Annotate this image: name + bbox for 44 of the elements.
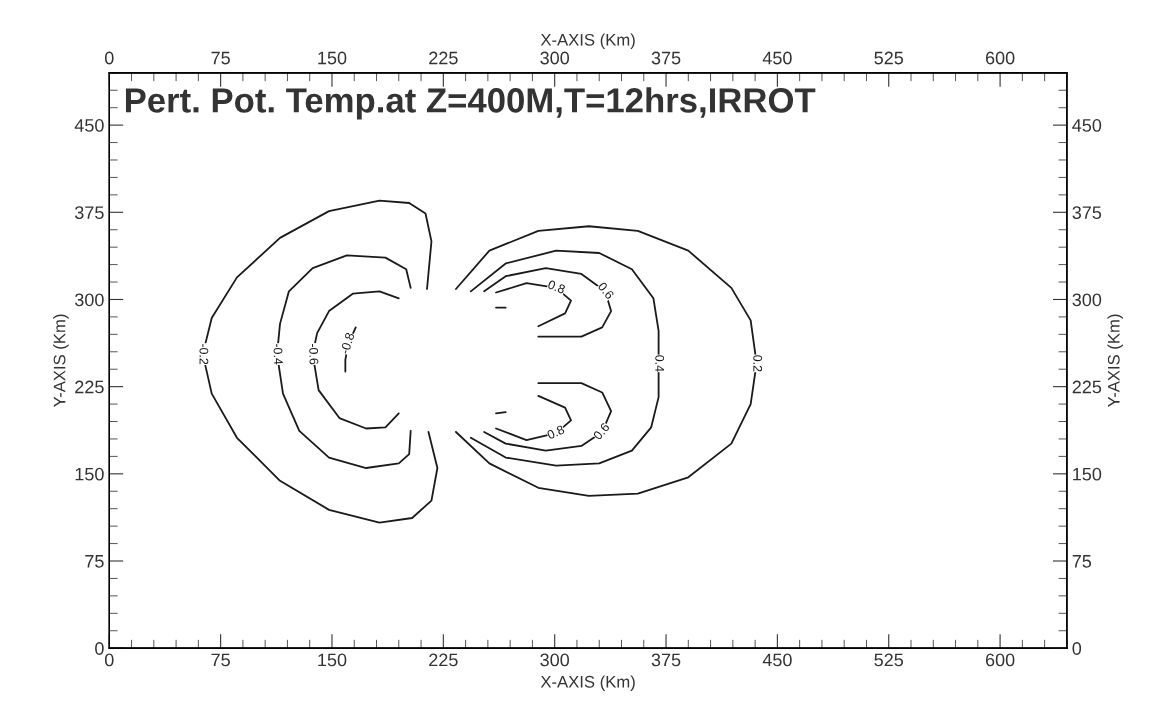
annotation: -0.8: [339, 332, 355, 355]
x2-tick-label: 525: [874, 51, 904, 65]
x-tick-label: 600: [985, 653, 1015, 667]
x2-tick-label: 150: [318, 51, 347, 65]
x2-tick-label: 600: [985, 51, 1015, 65]
y2-tick-label: 300: [1072, 293, 1102, 307]
x2-tick-label: 75: [211, 51, 230, 65]
x-tick-label: 525: [874, 653, 904, 667]
x2-tick-label: 0: [104, 51, 114, 65]
x2-tick-label: 375: [651, 51, 681, 65]
y2-tick-label: 375: [1072, 206, 1102, 220]
annotation: 0.8: [546, 424, 565, 440]
x2-tick-label: 300: [540, 51, 570, 65]
y-tick-label: 75: [85, 555, 104, 568]
x-tick-label: 75: [211, 653, 230, 667]
x-tick-label: 375: [651, 653, 681, 667]
y2-tick-label: 75: [1072, 555, 1092, 568]
x-axis-title: X-AXIS (Km): [540, 675, 635, 691]
line-series: [495, 395, 572, 443]
y2-tick-label: 150: [1073, 467, 1102, 481]
y2-tick-label: 225: [1072, 380, 1102, 394]
x-tick-label: 0: [104, 653, 114, 667]
y2-tick-label: 0: [1072, 642, 1082, 655]
line-series: [483, 382, 613, 452]
x2-axis-title: X-AXIS (Km): [540, 33, 635, 50]
x2-tick-label: 225: [429, 51, 458, 65]
x-tick-label: 150: [318, 653, 347, 667]
y2-axis-title: Y-AXIS (Km): [1107, 314, 1123, 408]
y-tick-label: 300: [74, 293, 104, 307]
x-tick-label: 300: [540, 653, 570, 667]
y-axis-title: Y-AXIS (Km): [53, 314, 69, 408]
annotation: 0.8: [547, 279, 566, 294]
y-tick-label: 375: [74, 206, 104, 220]
y-tick-label: 0: [95, 642, 104, 655]
y2-tick-label: 450: [1072, 119, 1102, 132]
annotation: 0.6: [592, 422, 611, 441]
x2-tick-label: 450: [762, 51, 792, 65]
y-tick-label: 225: [75, 380, 104, 394]
chart-title: Pert. Pot. Temp.at Z=400M,T=12hrs,IRROT: [125, 87, 816, 120]
y-tick-label: 150: [75, 467, 104, 481]
x-tick-label: 450: [762, 653, 792, 667]
annotation: 0.6: [597, 281, 615, 300]
y-tick-label: 450: [74, 119, 104, 132]
x-tick-label: 225: [429, 653, 458, 667]
